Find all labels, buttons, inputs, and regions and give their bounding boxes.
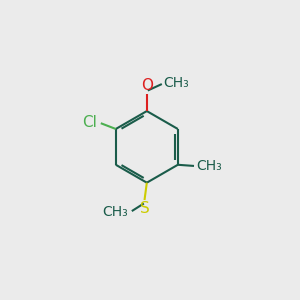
- Text: O: O: [141, 78, 153, 93]
- Text: S: S: [140, 201, 149, 216]
- Text: CH₃: CH₃: [196, 159, 222, 173]
- Text: CH₃: CH₃: [163, 76, 189, 90]
- Text: Cl: Cl: [82, 115, 97, 130]
- Text: CH₃: CH₃: [103, 205, 128, 219]
